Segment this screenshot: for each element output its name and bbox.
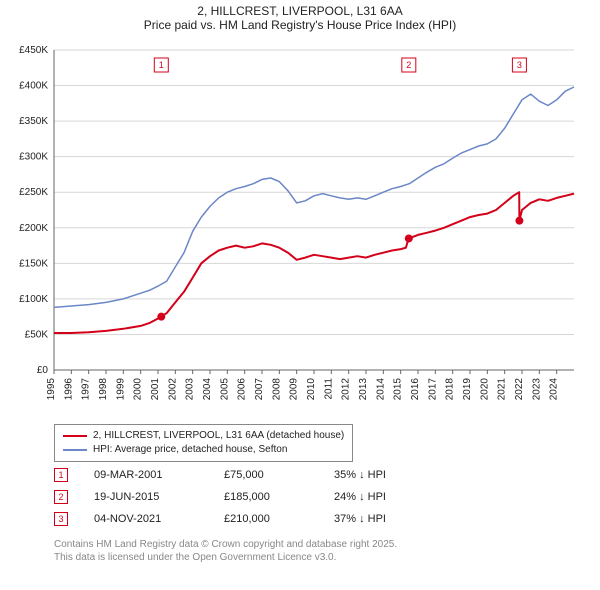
sales-row-marker: 2 (54, 490, 68, 504)
x-tick-label: 2000 (133, 378, 144, 401)
x-tick-label: 2012 (341, 378, 352, 401)
x-tick-label: 2010 (306, 378, 317, 401)
footer-attribution: Contains HM Land Registry data © Crown c… (54, 538, 397, 564)
x-tick-label: 1997 (81, 378, 92, 401)
sales-row-marker: 3 (54, 512, 68, 526)
x-tick-label: 2002 (167, 378, 178, 401)
x-tick-label: 2005 (219, 378, 230, 401)
x-tick-label: 2006 (237, 378, 248, 401)
y-tick-label: £50K (25, 329, 49, 340)
legend-swatch (63, 449, 87, 451)
sales-row-price: £185,000 (224, 491, 334, 503)
x-tick-label: 2011 (323, 378, 334, 400)
legend-row: 2, HILLCREST, LIVERPOOL, L31 6AA (detach… (63, 429, 344, 443)
y-tick-label: £400K (19, 81, 48, 92)
sales-row-price: £75,000 (224, 469, 334, 481)
x-tick-label: 2024 (549, 378, 560, 401)
x-tick-label: 2013 (358, 378, 369, 401)
x-tick-label: 1999 (115, 378, 126, 401)
x-tick-label: 2022 (514, 378, 525, 401)
x-tick-label: 2023 (531, 378, 542, 401)
x-tick-label: 2021 (497, 378, 508, 401)
sales-row-diff: 35% ↓ HPI (334, 469, 444, 481)
legend-label: 2, HILLCREST, LIVERPOOL, L31 6AA (detach… (93, 429, 344, 443)
sale-marker-num-3: 3 (517, 60, 522, 70)
chart-titles: 2, HILLCREST, LIVERPOOL, L31 6AA Price p… (0, 0, 600, 32)
footer-line2: This data is licensed under the Open Gov… (54, 551, 397, 564)
sales-row-diff: 24% ↓ HPI (334, 491, 444, 503)
sale-marker-num-1: 1 (159, 60, 164, 70)
sale-dot-1 (157, 313, 165, 321)
sale-marker-num-2: 2 (406, 60, 411, 70)
sale-dot-3 (515, 217, 523, 225)
x-tick-label: 1996 (63, 378, 74, 401)
chart-svg: £0 £50K £100K £150K £200K £250K £300K £350K £400… (0, 40, 600, 420)
y-tick-label: £350K (19, 116, 48, 127)
x-tick-label: 2020 (479, 378, 490, 401)
sales-table: 1 09-MAR-2001£75,00035% ↓ HPI 2 19-JUN-2015… (54, 464, 444, 530)
y-tick-label: £250K (19, 187, 48, 198)
sales-row: 1 09-MAR-2001£75,00035% ↓ HPI (54, 464, 444, 486)
series-price_paid (54, 192, 574, 333)
y-tick-label: £150K (19, 258, 48, 269)
y-tick-label: £200K (19, 223, 48, 234)
y-tick-label: £450K (19, 45, 48, 56)
x-tick-label: 1998 (98, 378, 109, 401)
sales-row: 2 19-JUN-2015£185,00024% ↓ HPI (54, 486, 444, 508)
x-tick-label: 2018 (445, 378, 456, 401)
series-hpi (54, 87, 574, 307)
y-tick-label: £100K (19, 294, 48, 305)
x-tick-label: 2019 (462, 378, 473, 401)
sales-row-diff: 37% ↓ HPI (334, 513, 444, 525)
x-tick-label: 2014 (375, 378, 386, 401)
x-tick-label: 2015 (393, 378, 404, 401)
x-tick-label: 2016 (410, 378, 421, 401)
x-tick-label: 2017 (427, 378, 438, 401)
x-tick-label: 2009 (289, 378, 300, 401)
sale-dot-2 (405, 234, 413, 242)
title-line1: 2, HILLCREST, LIVERPOOL, L31 6AA (0, 4, 600, 18)
chart-area: £0 £50K £100K £150K £200K £250K £300K £350K £400… (0, 40, 600, 420)
y-tick-label: £300K (19, 152, 48, 163)
legend-label: HPI: Average price, detached house, Seft… (93, 443, 287, 457)
y-tick-label: £0 (37, 365, 49, 376)
sales-row: 3 04-NOV-2021£210,00037% ↓ HPI (54, 508, 444, 530)
legend-swatch (63, 435, 87, 437)
x-tick-label: 2003 (185, 378, 196, 401)
x-tick-label: 2004 (202, 378, 213, 401)
sales-row-date: 09-MAR-2001 (94, 469, 224, 481)
x-tick-label: 2007 (254, 378, 265, 401)
title-line2: Price paid vs. HM Land Registry's House … (0, 18, 600, 32)
x-tick-label: 1995 (46, 378, 57, 401)
x-tick-label: 2008 (271, 378, 282, 401)
legend-box: 2, HILLCREST, LIVERPOOL, L31 6AA (detach… (54, 424, 353, 462)
sales-row-date: 04-NOV-2021 (94, 513, 224, 525)
sales-row-marker: 1 (54, 468, 68, 482)
x-tick-label: 2001 (150, 378, 161, 401)
footer-line1: Contains HM Land Registry data © Crown c… (54, 538, 397, 551)
legend-row: HPI: Average price, detached house, Seft… (63, 443, 344, 457)
sales-row-date: 19-JUN-2015 (94, 491, 224, 503)
sales-row-price: £210,000 (224, 513, 334, 525)
